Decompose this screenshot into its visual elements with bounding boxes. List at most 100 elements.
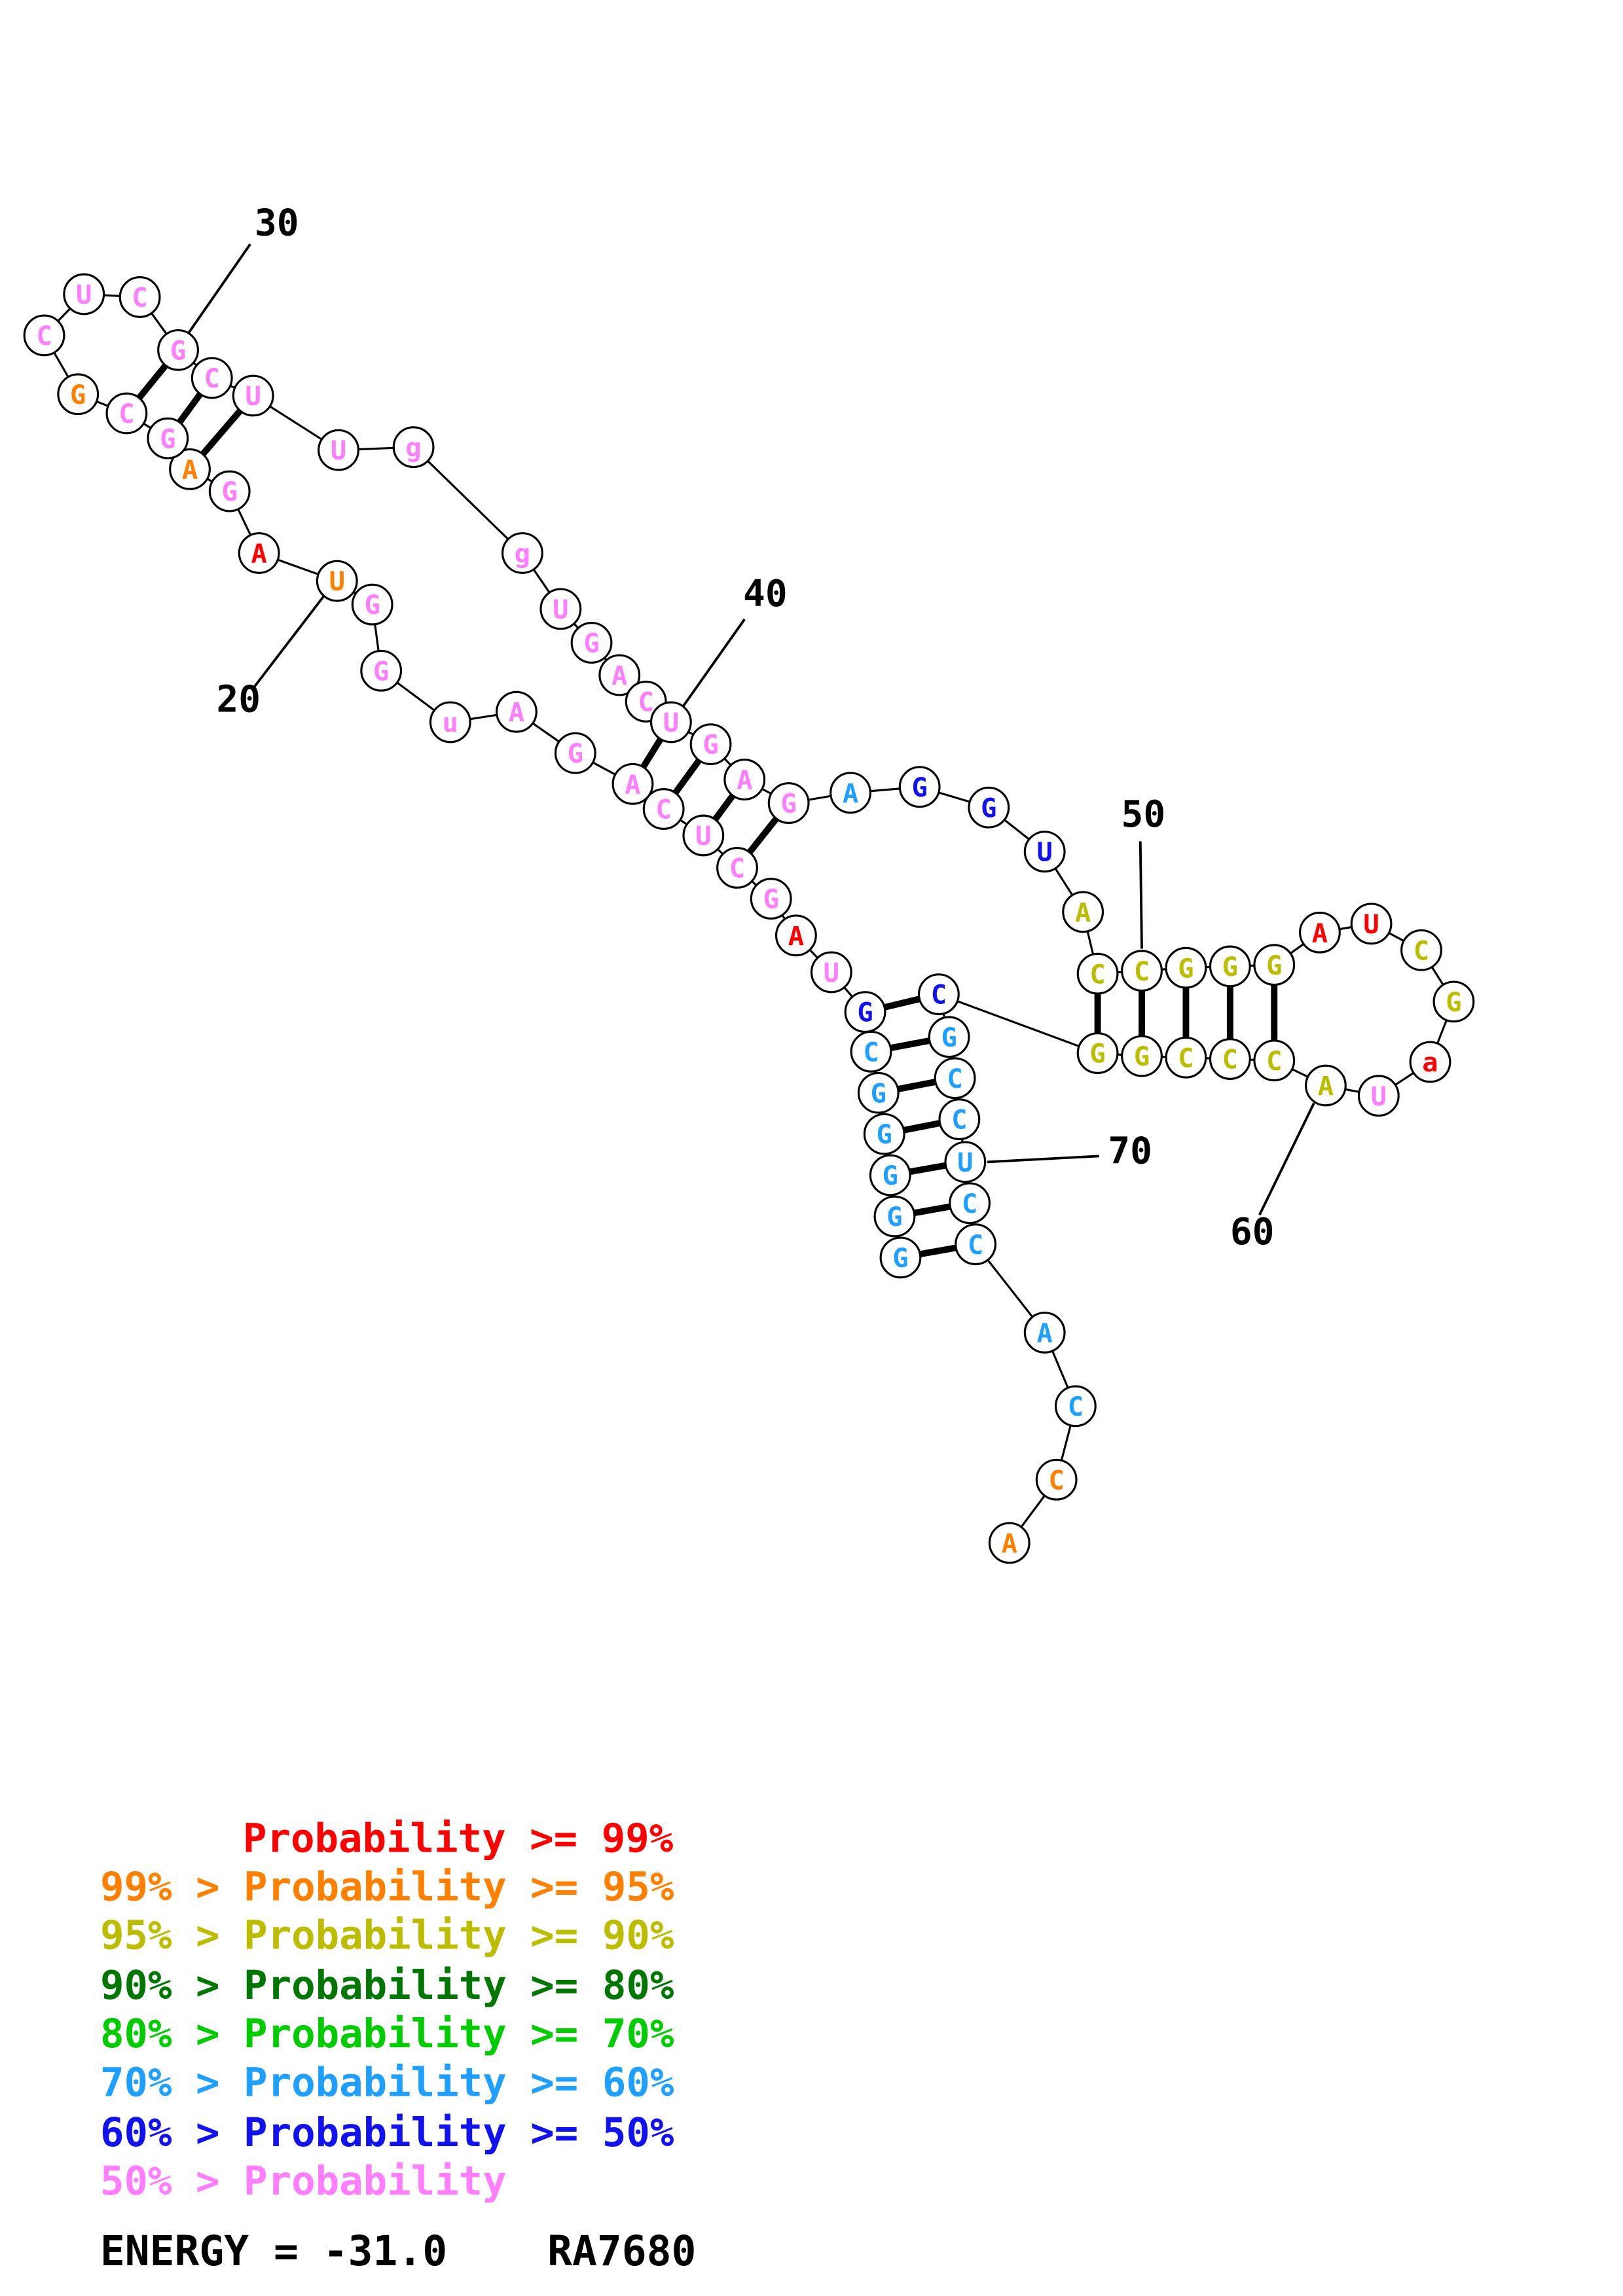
nucleotide-base-18: G (373, 655, 389, 687)
nucleotide-circle-3 (869, 1154, 911, 1196)
nucleotide-base-32: U (245, 380, 261, 412)
nucleotide-circle-1 (879, 1236, 922, 1279)
nucleotide-circle-33 (318, 429, 359, 471)
nucleotide-circle-16 (496, 691, 538, 733)
legend-entry-60: 70% > Probability >= 60% (100, 2060, 674, 2106)
nucleotide-circle-24 (147, 417, 189, 459)
nucleotide-base-11: C (729, 852, 745, 884)
nucleotide-base-47: U (1037, 836, 1053, 868)
backbone-segment (938, 993, 1099, 1054)
legend-entry-95: 99% > Probability >= 95% (100, 1864, 674, 1910)
legend-entry-99: Probability >= 99% (243, 1816, 674, 1861)
nucleotide-circle-32 (232, 374, 274, 417)
nucleotide-base-75: C (1048, 1464, 1064, 1496)
nucleotide-circle-7 (844, 991, 886, 1033)
nucleotide-base-73: A (1037, 1318, 1053, 1349)
nucleotide-circle-60 (1305, 1064, 1347, 1107)
nucleotide-circle-67 (928, 1016, 970, 1058)
nucleotide-circle-61 (1253, 1039, 1296, 1082)
nucleotide-circle-53 (1253, 944, 1296, 986)
nucleotide-base-64: G (1134, 1041, 1150, 1072)
nucleotide-circle-57 (1432, 980, 1475, 1023)
position-label-30: 30 (255, 202, 299, 245)
nucleotide-circle-56 (1400, 929, 1442, 971)
nucleotide-circle-10 (750, 878, 792, 920)
nucleotide-base-15: G (568, 738, 583, 769)
nucleotide-base-33: U (331, 435, 346, 466)
nucleotide-base-62: C (1222, 1044, 1238, 1075)
nucleotide-circle-42 (723, 759, 766, 800)
nucleotide-circle-36 (539, 588, 582, 630)
nucleotide-circle-41 (689, 723, 732, 766)
nucleotide-base-17: u (443, 707, 458, 738)
nucleotide-base-51: G (1178, 952, 1194, 984)
nucleotide-circle-19 (351, 583, 393, 626)
basepair-rungs (124, 348, 1278, 1261)
nucleotide-base-34: g (405, 432, 421, 463)
backbone-segment (412, 446, 524, 554)
nucleotide-base-60: A (1318, 1070, 1334, 1102)
probability-legend: Probability >= 99% 99% > Probability >= … (100, 1816, 674, 2204)
nucleotide-base-57: G (1446, 986, 1461, 1018)
nucleotide-base-19: G (365, 589, 380, 620)
nucleotide-base-61: C (1266, 1045, 1282, 1077)
nucleotide-base-16: A (509, 696, 524, 728)
nucleotide-base-37: G (583, 628, 599, 659)
nucleotide-circle-25 (105, 392, 148, 435)
nucleotide-circle-15 (554, 732, 596, 774)
nucleotide-base-44: A (843, 778, 858, 809)
nucleotide-base-46: G (981, 792, 996, 823)
nucleotide-circle-34 (392, 426, 435, 469)
nucleotide-circle-49 (1076, 952, 1119, 995)
nucleotide-circle-64 (1121, 1035, 1163, 1077)
nucleotide-circle-44 (830, 772, 871, 814)
nucleotide-circle-43 (767, 782, 810, 824)
nucleotide-base-9: A (788, 920, 804, 952)
nucleotide-circle-29 (119, 276, 161, 318)
nucleotide-base-72: C (968, 1229, 983, 1261)
nucleotide-circle-45 (898, 766, 941, 808)
energy-value: ENERGY = -31.0 (100, 2227, 447, 2275)
nucleotide-circle-65 (1076, 1032, 1119, 1074)
nucleotide-base-70: U (957, 1147, 973, 1178)
position-label-70: 70 (1108, 1130, 1152, 1173)
nucleotide-base-59: U (1371, 1081, 1387, 1112)
legend-entry-below-50: 50% > Probability (100, 2159, 507, 2204)
label-pointer-line (185, 243, 251, 336)
nucleotide-base-12: U (695, 820, 711, 852)
position-label-50: 50 (1122, 793, 1166, 836)
nucleotide-base-69: C (951, 1104, 967, 1136)
nucleotide-circle-75 (1035, 1458, 1078, 1501)
nucleotide-circle-13 (642, 788, 685, 830)
nucleotide-base-20: U (329, 565, 345, 597)
nucleotide-circle-11 (716, 846, 758, 889)
nucleotide-base-66: C (931, 979, 947, 1011)
nucleotide-base-55: U (1363, 908, 1379, 940)
nucleotide-circle-12 (682, 814, 725, 857)
nucleotide-circle-4 (863, 1113, 905, 1155)
nucleotide-circle-2 (873, 1195, 916, 1238)
label-pointer-line (987, 1155, 1099, 1164)
nucleotide-circle-52 (1209, 945, 1251, 988)
nucleotide-circle-50 (1121, 950, 1163, 992)
nucleotide-circle-9 (775, 914, 817, 957)
nucleotide-circle-68 (934, 1057, 976, 1100)
nucleotide-circle-58 (1409, 1041, 1451, 1083)
nucleotide-base-76: A (1002, 1528, 1017, 1559)
nucleotide-base-1: G (892, 1242, 908, 1274)
nucleotide-circle-73 (1023, 1312, 1066, 1354)
legend-entry-50: 60% > Probability >= 50% (100, 2110, 674, 2156)
nucleotide-base-13: C (655, 794, 671, 825)
position-label-40: 40 (743, 573, 788, 615)
nucleotide-base-31: C (204, 363, 220, 394)
nucleotide-circle-59 (1357, 1075, 1400, 1117)
nucleotide-circle-71 (949, 1182, 991, 1225)
nucleotide-circle-63 (1165, 1036, 1207, 1079)
nucleotide-base-8: U (824, 957, 839, 988)
position-label-20: 20 (216, 679, 261, 721)
nucleotide-circle-8 (810, 951, 852, 994)
backbone-lines (43, 293, 1455, 1544)
nucleotide-base-4: G (877, 1119, 892, 1150)
